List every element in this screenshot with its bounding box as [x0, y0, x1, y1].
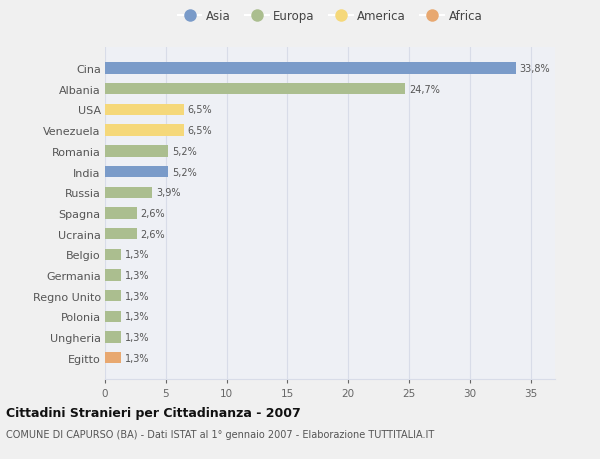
Text: 33,8%: 33,8% — [520, 64, 550, 74]
Text: 2,6%: 2,6% — [140, 229, 165, 239]
Bar — [105, 125, 184, 136]
Bar — [105, 63, 516, 74]
Legend: Asia, Europa, America, Africa: Asia, Europa, America, Africa — [175, 8, 485, 26]
Bar — [105, 105, 184, 116]
Text: 1,3%: 1,3% — [124, 270, 149, 280]
Bar — [105, 167, 168, 178]
Bar — [105, 187, 152, 198]
Text: 5,2%: 5,2% — [172, 167, 197, 177]
Bar — [105, 270, 121, 281]
Bar — [105, 208, 137, 219]
Text: 5,2%: 5,2% — [172, 146, 197, 157]
Bar — [105, 249, 121, 260]
Text: 1,3%: 1,3% — [124, 312, 149, 322]
Text: 1,3%: 1,3% — [124, 250, 149, 260]
Bar — [105, 353, 121, 364]
Bar — [105, 146, 168, 157]
Bar — [105, 84, 406, 95]
Text: 3,9%: 3,9% — [156, 188, 181, 198]
Text: 1,3%: 1,3% — [124, 332, 149, 342]
Bar — [105, 332, 121, 343]
Text: 2,6%: 2,6% — [140, 208, 165, 218]
Text: 1,3%: 1,3% — [124, 291, 149, 301]
Bar — [105, 311, 121, 322]
Text: 24,7%: 24,7% — [409, 84, 440, 95]
Bar — [105, 291, 121, 302]
Text: 1,3%: 1,3% — [124, 353, 149, 363]
Bar — [105, 229, 137, 240]
Text: 6,5%: 6,5% — [188, 105, 212, 115]
Text: COMUNE DI CAPURSO (BA) - Dati ISTAT al 1° gennaio 2007 - Elaborazione TUTTITALIA: COMUNE DI CAPURSO (BA) - Dati ISTAT al 1… — [6, 429, 434, 439]
Text: 6,5%: 6,5% — [188, 126, 212, 136]
Text: Cittadini Stranieri per Cittadinanza - 2007: Cittadini Stranieri per Cittadinanza - 2… — [6, 406, 301, 419]
